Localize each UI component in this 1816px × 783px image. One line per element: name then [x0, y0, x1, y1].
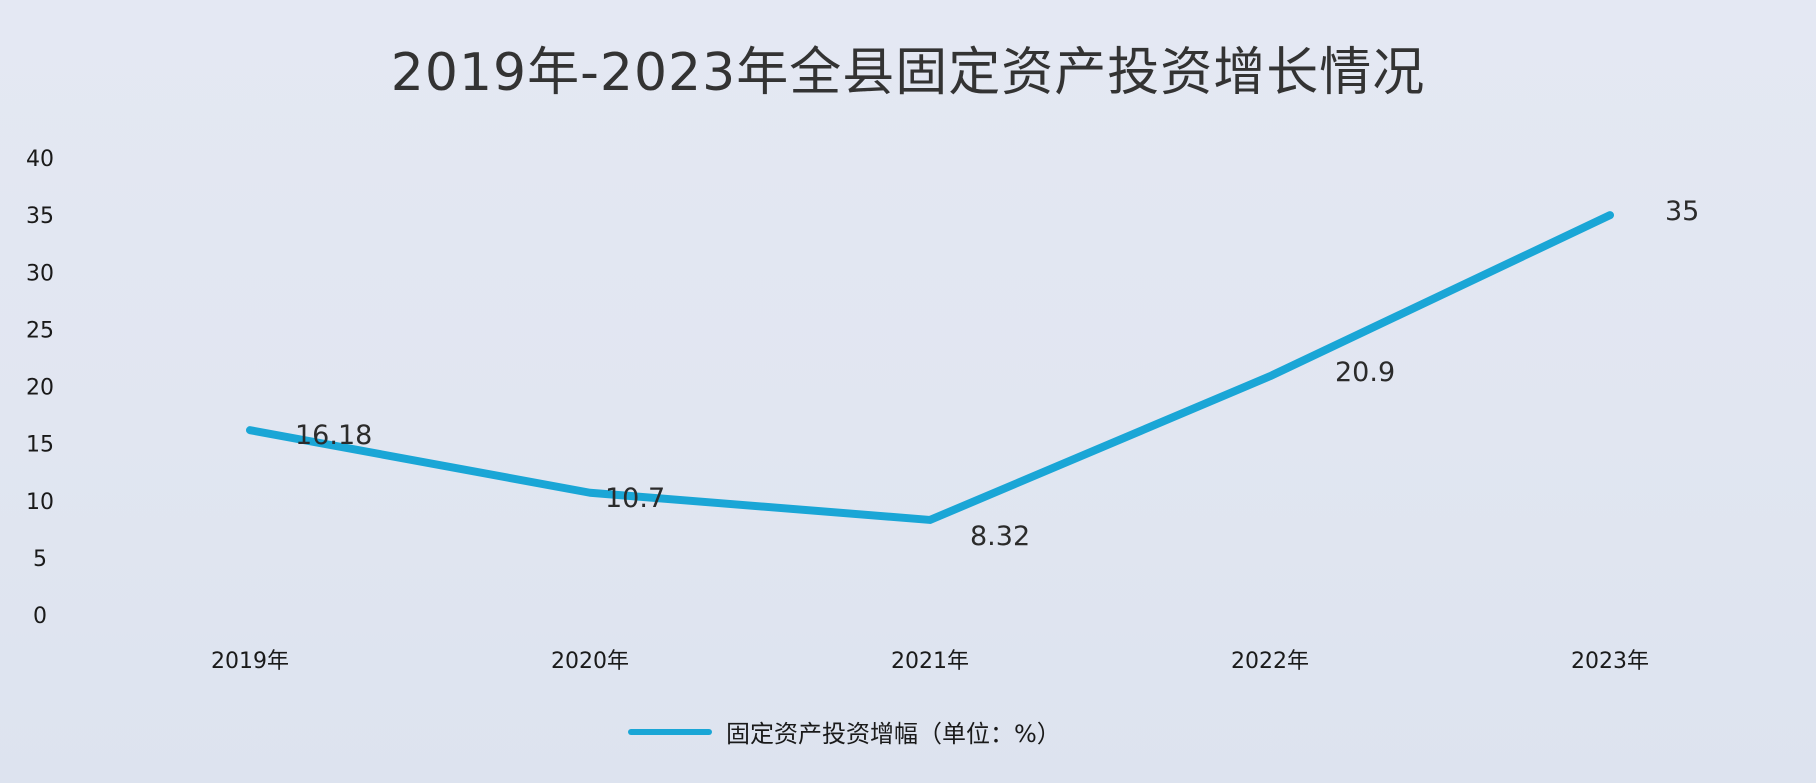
x-tick-label: 2023年 [1571, 649, 1649, 674]
y-tick-label: 30 [26, 261, 54, 286]
data-label: 8.32 [970, 521, 1030, 552]
x-tick-label: 2022年 [1231, 649, 1309, 674]
data-label: 20.9 [1335, 357, 1395, 388]
y-tick-label: 0 [33, 604, 47, 629]
y-tick-label: 20 [26, 376, 54, 401]
y-tick-label: 10 [26, 490, 54, 515]
y-tick-label: 40 [26, 147, 54, 172]
y-tick-label: 15 [26, 433, 54, 458]
legend: 固定资产投资增幅（单位：%） [628, 714, 1061, 749]
x-tick-label: 2021年 [891, 649, 969, 674]
data-label: 35 [1665, 196, 1699, 227]
data-label: 10.7 [605, 483, 665, 514]
y-tick-label: 5 [33, 547, 47, 572]
legend-label: 固定资产投资增幅（单位：%） [726, 720, 1061, 748]
x-tick-label: 2019年 [211, 649, 289, 674]
legend-line-swatch [628, 728, 712, 735]
x-tick-label: 2020年 [551, 649, 629, 674]
y-tick-label: 25 [26, 318, 54, 343]
data-label: 16.18 [295, 420, 372, 451]
y-tick-label: 35 [26, 204, 54, 229]
chart-title: 2019年-2023年全县固定资产投资增长情况 [390, 43, 1426, 103]
series-line [246, 211, 1614, 524]
